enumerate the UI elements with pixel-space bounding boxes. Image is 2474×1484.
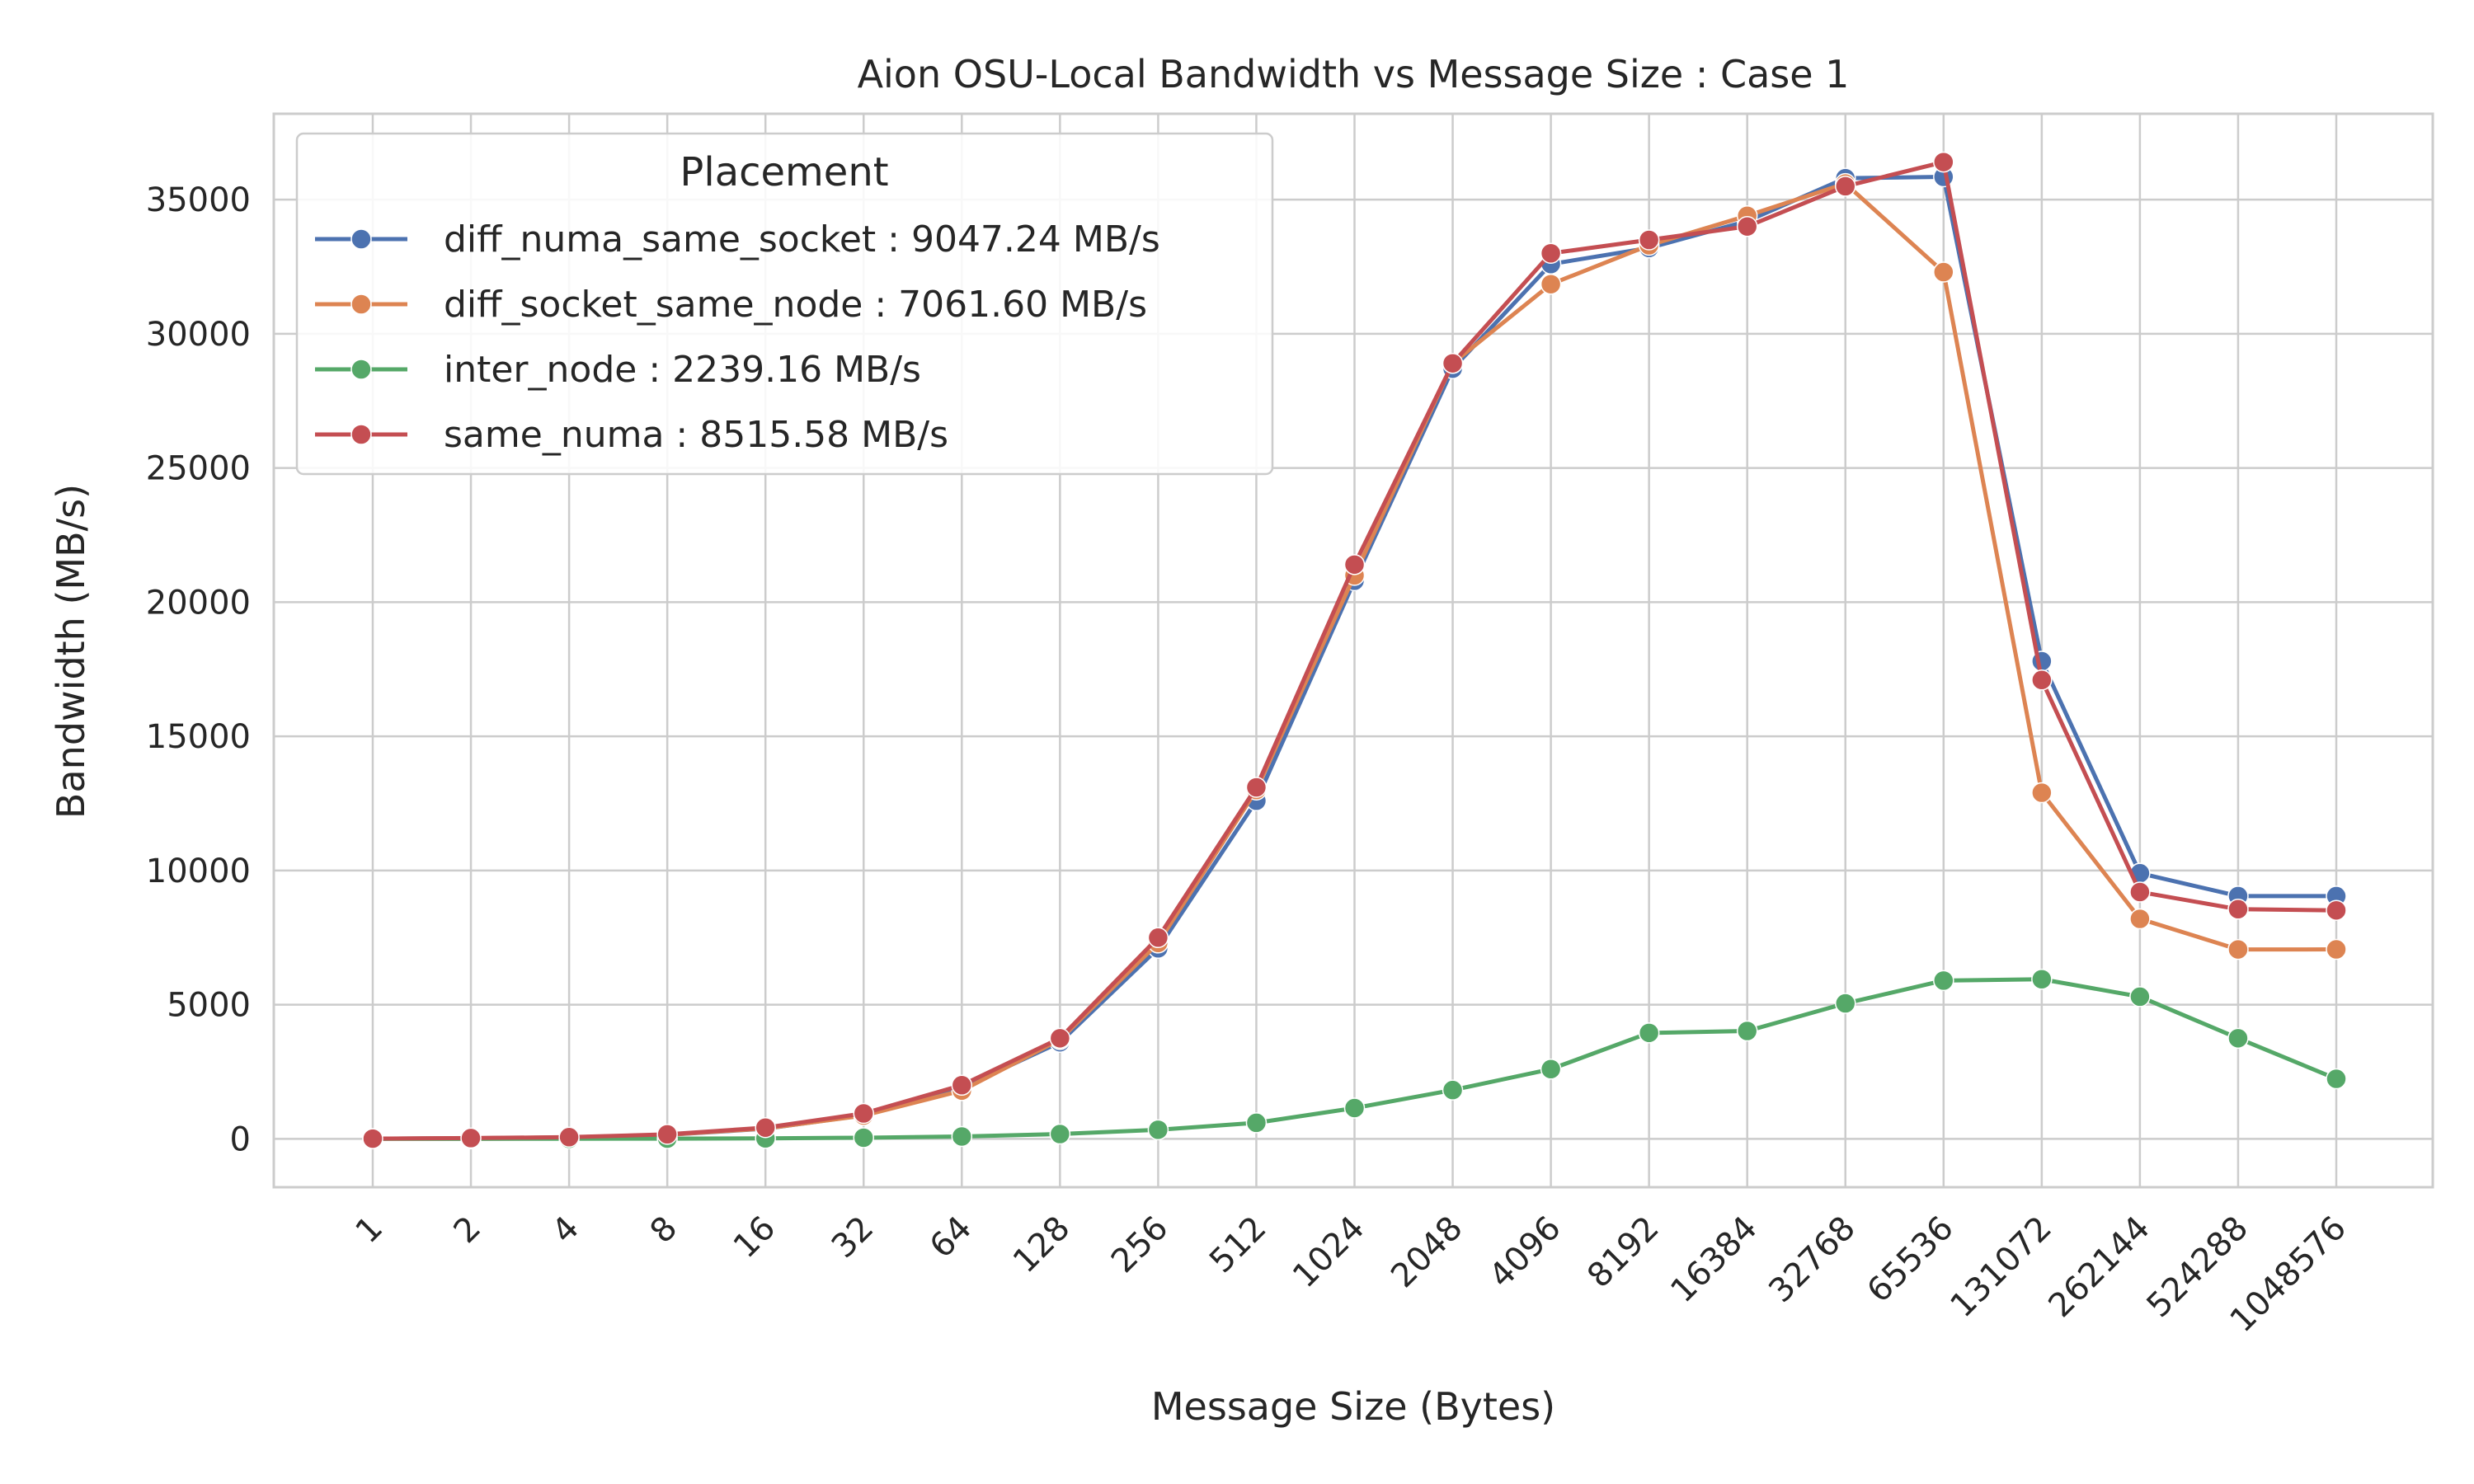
y-tick-label: 0 bbox=[230, 1120, 251, 1158]
data-point bbox=[1245, 777, 1268, 798]
legend-marker bbox=[350, 294, 372, 315]
data-point bbox=[853, 1127, 874, 1148]
data-point bbox=[2326, 1068, 2347, 1090]
data-point bbox=[1343, 554, 1366, 575]
data-point bbox=[853, 1102, 874, 1125]
data-point bbox=[558, 1126, 580, 1148]
data-point bbox=[1049, 1123, 1071, 1145]
legend-box bbox=[295, 132, 1274, 476]
data-point bbox=[2227, 938, 2249, 960]
data-point bbox=[2227, 899, 2249, 920]
legend-marker bbox=[350, 228, 372, 250]
data-point bbox=[2227, 1027, 2249, 1050]
chart-title: Aion OSU-Local Bandwidth vs Message Size… bbox=[858, 52, 1850, 96]
data-point bbox=[1245, 1112, 1268, 1134]
data-point bbox=[656, 1124, 678, 1145]
data-point bbox=[1442, 1079, 1464, 1101]
y-axis-label: Bandwidth (MB/s) bbox=[49, 484, 93, 819]
legend-entry: same_numa : 8515.58 MB/s bbox=[315, 414, 948, 456]
series-3 bbox=[362, 151, 2347, 1149]
data-point bbox=[1835, 176, 1856, 197]
legend-label: same_numa : 8515.58 MB/s bbox=[444, 414, 948, 456]
data-point bbox=[755, 1116, 776, 1139]
legend-label: diff_numa_same_socket : 9047.24 MB/s bbox=[444, 218, 1160, 261]
data-point bbox=[460, 1127, 482, 1149]
y-tick-label: 25000 bbox=[146, 450, 251, 488]
data-point bbox=[362, 1128, 383, 1149]
data-point bbox=[1933, 970, 1954, 992]
data-point bbox=[1638, 1022, 1660, 1044]
data-point bbox=[1736, 215, 1758, 237]
data-point bbox=[1540, 242, 1562, 265]
legend-entry: inter_node : 2239.16 MB/s bbox=[315, 349, 921, 391]
legend-label: diff_socket_same_node : 7061.60 MB/s bbox=[444, 284, 1147, 326]
data-point bbox=[1049, 1027, 1071, 1050]
plot-frame bbox=[272, 112, 2434, 1189]
data-point bbox=[951, 1125, 973, 1148]
data-point bbox=[1147, 927, 1169, 949]
data-point bbox=[2129, 908, 2151, 930]
legend-title: Placement bbox=[680, 149, 888, 195]
legend: Placement diff_numa_same_socket : 9047.2… bbox=[295, 132, 1274, 476]
data-point bbox=[1933, 151, 1954, 173]
data-point bbox=[2326, 938, 2347, 960]
y-axis-ticks: 0 5000 10000 15000 20000 25000 30000 35000 bbox=[146, 181, 251, 1158]
data-point bbox=[1442, 352, 1464, 374]
data-point bbox=[1343, 1097, 1366, 1119]
data-point bbox=[2031, 968, 2053, 990]
legend-entries: diff_numa_same_socket : 9047.24 MB/s diff… bbox=[315, 218, 1160, 456]
data-point bbox=[1835, 993, 1856, 1014]
y-tick-label: 15000 bbox=[146, 718, 251, 756]
series-layer bbox=[362, 151, 2347, 1150]
data-point bbox=[2129, 881, 2151, 903]
y-tick-label: 10000 bbox=[146, 852, 251, 890]
data-point bbox=[2129, 986, 2151, 1007]
data-point bbox=[1933, 261, 1954, 283]
series-2 bbox=[362, 968, 2347, 1150]
y-tick-label: 35000 bbox=[146, 181, 251, 219]
data-point bbox=[1540, 1059, 1562, 1080]
y-tick-label: 20000 bbox=[146, 584, 251, 622]
y-tick-label: 5000 bbox=[167, 987, 251, 1025]
y-tick-label: 30000 bbox=[146, 316, 251, 354]
data-point bbox=[951, 1074, 973, 1097]
data-point bbox=[1736, 1020, 1758, 1042]
data-point bbox=[1540, 273, 1562, 295]
legend-marker bbox=[350, 359, 372, 380]
legend-entry: diff_socket_same_node : 7061.60 MB/s bbox=[315, 284, 1147, 326]
x-axis-label: Message Size (Bytes) bbox=[1151, 1384, 1555, 1429]
data-point bbox=[1638, 229, 1660, 251]
legend-marker bbox=[350, 424, 372, 445]
legend-entry: diff_numa_same_socket : 9047.24 MB/s bbox=[315, 218, 1160, 261]
data-point bbox=[2326, 899, 2347, 921]
data-point bbox=[2031, 782, 2053, 804]
data-point bbox=[1147, 1119, 1169, 1141]
data-point bbox=[2031, 669, 2053, 691]
legend-label: inter_node : 2239.16 MB/s bbox=[444, 349, 921, 391]
